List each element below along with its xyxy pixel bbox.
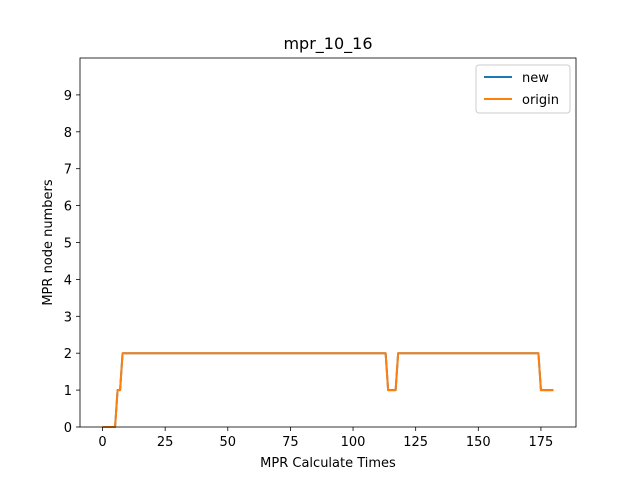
y-tick-label: 8 [64, 126, 72, 141]
y-tick-label: 6 [64, 200, 72, 215]
y-tick-label: 7 [64, 163, 72, 178]
y-tick-label: 0 [64, 421, 72, 436]
axes-frame [79, 57, 577, 428]
y-tick-label: 2 [64, 347, 72, 362]
x-tick-label: 100 [341, 435, 366, 450]
x-tick-label: 0 [98, 435, 106, 450]
legend: new origin [475, 64, 571, 114]
x-tick-label: 125 [403, 435, 428, 450]
legend-label-new: new [522, 71, 549, 86]
x-tick-label: 25 [157, 435, 174, 450]
x-axis-label: MPR Calculate Times [260, 456, 396, 471]
y-tick-label: 9 [64, 89, 72, 104]
y-axis-label: MPR node numbers [41, 179, 56, 306]
chart-title: mpr_10_16 [283, 34, 372, 54]
y-tick-label: 1 [64, 384, 72, 399]
legend-label-origin: origin [522, 93, 559, 108]
x-tick-label: 175 [529, 435, 554, 450]
plot-area [102, 352, 554, 428]
y-tick-label: 5 [64, 237, 72, 252]
x-tick-label: 50 [220, 435, 237, 450]
series-line-origin [102, 352, 554, 428]
y-tick-label: 3 [64, 310, 72, 325]
y-tick-label: 4 [64, 273, 72, 288]
x-tick-label: 150 [466, 435, 491, 450]
x-tick-label: 75 [282, 435, 299, 450]
